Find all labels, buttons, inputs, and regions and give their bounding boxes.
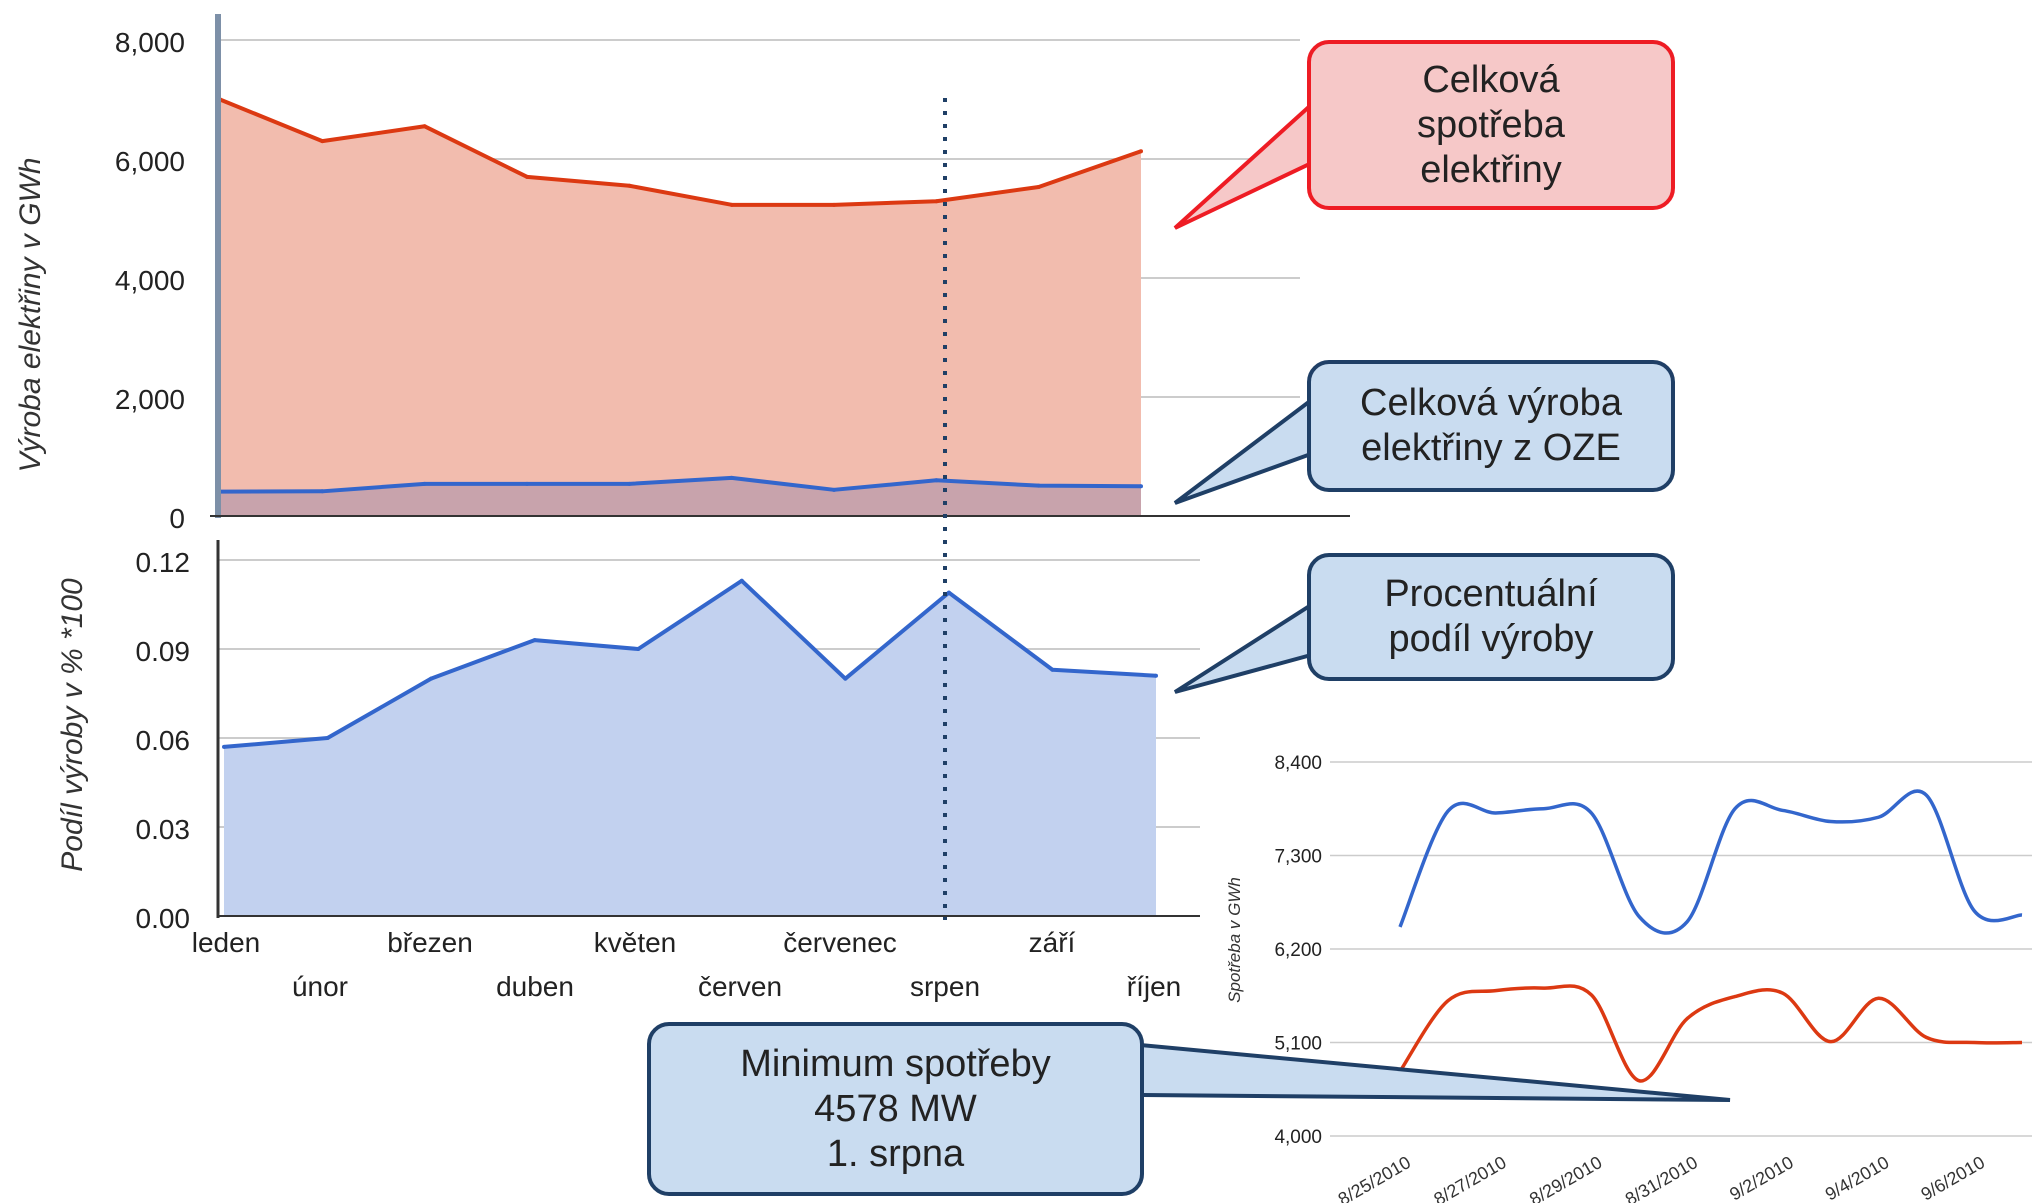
consumption-y-tick-label: 4,000 xyxy=(115,265,185,296)
consumption-chart-y-axis-title: Výroba elektřiny v GWh xyxy=(14,157,47,472)
daily-y-tick-label: 4,000 xyxy=(1274,1127,1322,1148)
consumption-area xyxy=(220,99,1141,516)
share-point xyxy=(1154,673,1158,678)
consumption-y-tick-label: 6,000 xyxy=(115,146,185,177)
consumption-line xyxy=(219,97,1142,207)
oze-point xyxy=(1036,483,1041,488)
consumption-point xyxy=(1036,184,1041,189)
share-point xyxy=(843,676,848,681)
daily-chart-lines xyxy=(1398,789,2023,1083)
share-point xyxy=(222,744,226,749)
oze-point xyxy=(422,481,427,486)
daily-x-tick-label: 8/31/2010 xyxy=(1622,1152,1701,1203)
share-point xyxy=(532,638,537,643)
consumption-y-tick-label: 8,000 xyxy=(115,27,185,58)
share-x-tick-label: říjen xyxy=(1127,971,1181,1002)
share-x-tick-label: duben xyxy=(496,971,574,1002)
daily-chart-y-axis-title: Spotřeba v GWh xyxy=(1225,877,1244,1003)
consumption-point xyxy=(1139,149,1143,154)
callout-total-consumption-text: Celková spotřeba elektřiny xyxy=(1417,58,1565,191)
oze-point xyxy=(320,489,325,494)
share-y-tick-label: 0.12 xyxy=(136,547,191,578)
share-y-tick-label: 0.00 xyxy=(136,903,191,934)
share-y-tick-label: 0.06 xyxy=(136,725,191,756)
callout-total-consumption: Celková spotřeba elektřiny xyxy=(1307,40,1675,210)
consumption-point xyxy=(627,183,632,188)
daily-chart-gridlines xyxy=(1330,761,2032,1137)
share-area xyxy=(224,580,1156,916)
callout-share: Procentuální podíl výroby xyxy=(1307,553,1675,681)
daily-y-tick-label: 5,100 xyxy=(1274,1034,1322,1055)
daily-y-tick-label: 8,400 xyxy=(1274,753,1322,774)
share-point xyxy=(636,647,641,651)
oze-line xyxy=(219,475,1142,494)
callout-minimum-text: Minimum spotřeby 4578 MW 1. srpna xyxy=(740,1042,1051,1175)
callout-oze-production-text: Celková výroba elektřiny z OZE xyxy=(1360,382,1622,469)
share-x-tick-label: červenec xyxy=(783,927,897,958)
share-point xyxy=(1050,667,1055,672)
consumption-point xyxy=(422,124,427,129)
consumption-point xyxy=(525,174,529,179)
consumption-point xyxy=(832,202,836,207)
share-x-tick-label: březen xyxy=(387,927,473,958)
daily-x-tick-label: 8/29/2010 xyxy=(1526,1152,1605,1203)
share-y-tick-label: 0.09 xyxy=(136,636,191,667)
share-x-tick-label: leden xyxy=(192,927,261,958)
share-x-tick-label: květen xyxy=(594,927,677,958)
callout-share-text: Procentuální podíl výroby xyxy=(1384,573,1598,660)
share-x-tick-label: červen xyxy=(698,971,782,1002)
share-point xyxy=(325,736,330,740)
oze-point xyxy=(627,481,632,486)
daily-x-tick-label: 8/25/2010 xyxy=(1335,1152,1414,1203)
oze-point xyxy=(934,478,939,483)
consumption-y-tick-label: 2,000 xyxy=(115,384,185,415)
oze-point xyxy=(832,487,836,492)
daily-series-1-line xyxy=(1398,789,2023,935)
oze-point xyxy=(525,481,529,486)
oze-point xyxy=(729,475,734,480)
oze-point xyxy=(1139,484,1143,489)
share-chart-x-ticks: leden březen květen červenec září únor duben če… xyxy=(192,927,1181,1002)
callout-minimum: Minimum spotřeby 4578 MW 1. srpna xyxy=(647,1022,1144,1196)
callout-oze-pointer xyxy=(1173,387,1324,505)
share-y-tick-label: 0.03 xyxy=(136,814,191,845)
share-point xyxy=(429,676,434,681)
daily-series-2-line xyxy=(1398,984,2023,1083)
share-point xyxy=(946,590,951,595)
callout-total-pointer xyxy=(1173,90,1324,230)
consumption-chart-y-ticks: 8,000 6,000 4,000 2,000 0 xyxy=(115,27,185,534)
share-chart-areas xyxy=(222,578,1158,916)
share-chart-y-ticks: 0.12 0.09 0.06 0.03 0.00 xyxy=(136,547,191,934)
daily-x-tick-label: 9/2/2010 xyxy=(1726,1152,1797,1203)
callout-share-pointer xyxy=(1173,594,1324,694)
daily-y-tick-label: 6,200 xyxy=(1274,940,1322,961)
share-x-tick-label: srpen xyxy=(910,971,980,1002)
consumption-point xyxy=(320,139,325,144)
consumption-point xyxy=(934,199,939,204)
share-x-tick-label: září xyxy=(1029,927,1076,958)
daily-chart-x-ticks: 8/25/2010 8/27/2010 8/29/2010 8/31/2010 9/2/… xyxy=(1335,1152,1989,1203)
share-line xyxy=(223,578,1157,749)
callout-minimum-pointer xyxy=(1138,1042,1731,1102)
share-chart-y-axis-title: Podíl výroby v % *100 xyxy=(56,578,89,872)
daily-chart-y-ticks: 8,400 7,300 6,200 5,100 4,000 xyxy=(1274,753,1322,1148)
daily-x-tick-label: 9/4/2010 xyxy=(1822,1152,1893,1203)
share-x-tick-label: únor xyxy=(292,971,348,1002)
consumption-chart-areas xyxy=(218,97,1143,516)
oze-area xyxy=(220,477,1141,516)
daily-x-tick-label: 8/27/2010 xyxy=(1430,1152,1509,1203)
share-point xyxy=(739,578,744,583)
consumption-point xyxy=(729,202,734,207)
consumption-y-tick-label: 0 xyxy=(169,503,185,534)
callout-oze-production: Celková výroba elektřiny z OZE xyxy=(1307,360,1675,492)
daily-y-tick-label: 7,300 xyxy=(1274,847,1322,868)
daily-x-tick-label: 9/6/2010 xyxy=(1917,1152,1988,1203)
